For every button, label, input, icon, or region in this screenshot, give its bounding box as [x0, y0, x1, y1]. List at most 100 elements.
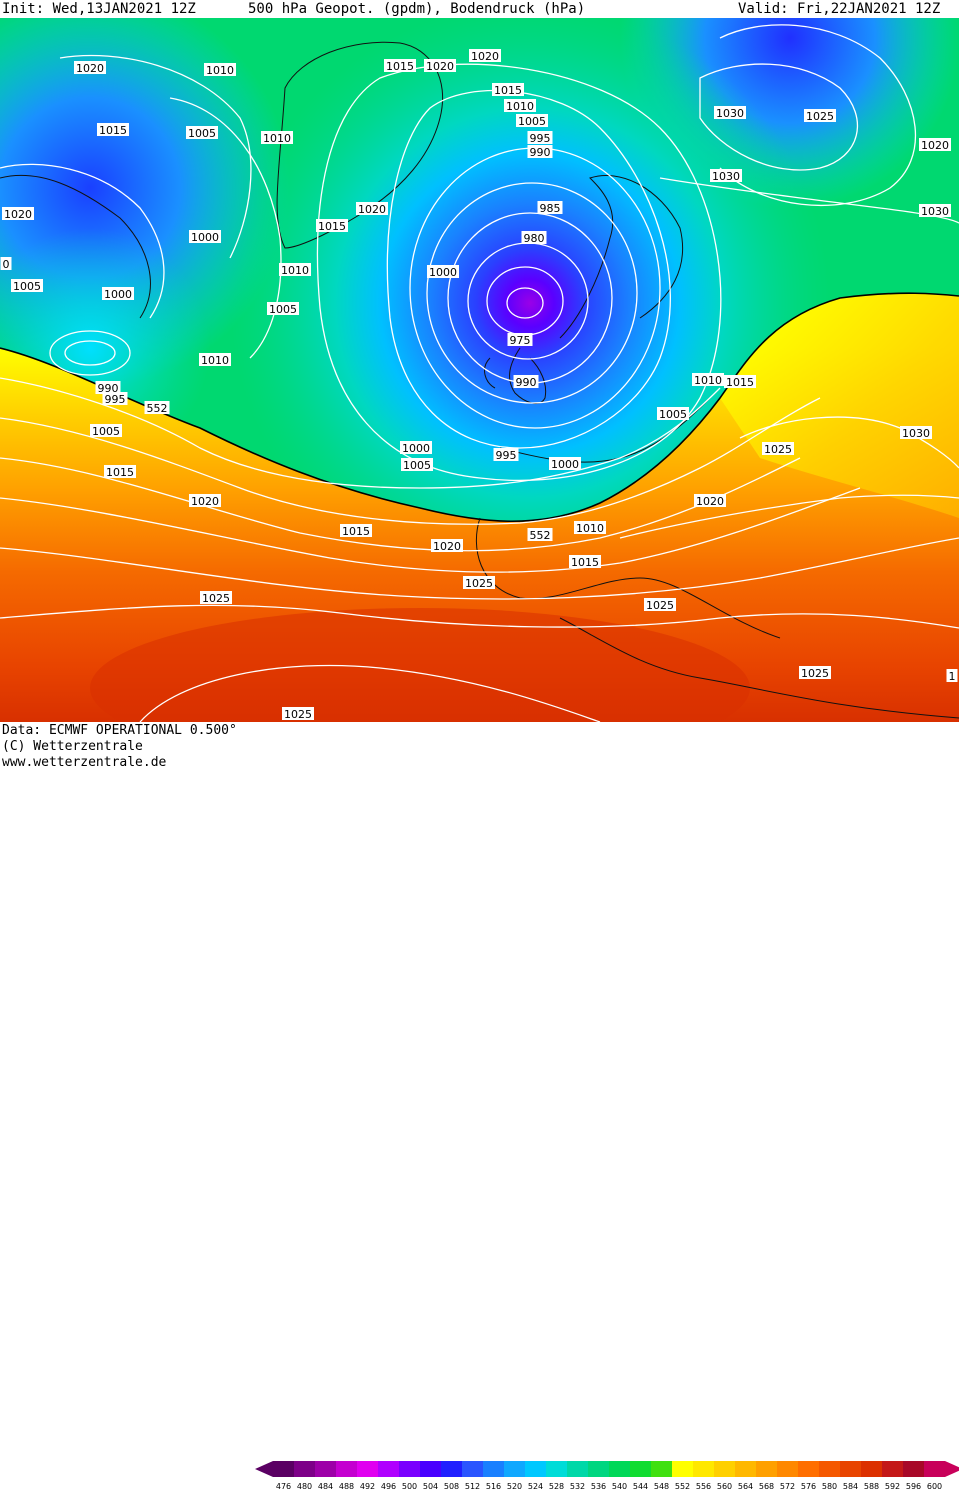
- legend-swatch: [819, 1461, 840, 1477]
- isobar-label: 995: [527, 131, 553, 145]
- legend-value: 528: [549, 1482, 564, 1491]
- isobar-label-text: 1010: [263, 132, 291, 145]
- isobar-label-text: 1020: [358, 203, 386, 216]
- legend-value: 584: [843, 1482, 858, 1491]
- isobar-label: 995: [493, 448, 519, 462]
- isobar-label-text: 1005: [188, 127, 216, 140]
- legend-value: 480: [297, 1482, 312, 1491]
- legend-value: 524: [528, 1482, 543, 1491]
- isobar-label: 1015: [97, 123, 129, 137]
- website: www.wetterzentrale.de: [2, 755, 167, 770]
- isobar-label: 1005: [267, 302, 299, 316]
- isobar-label-text: 1010: [206, 64, 234, 77]
- legend-swatch: [525, 1461, 546, 1477]
- legend-swatch: [462, 1461, 483, 1477]
- legend-swatch: [588, 1461, 609, 1477]
- isobar-label-text: 1015: [571, 556, 599, 569]
- legend-value: 564: [738, 1482, 753, 1491]
- isobar-label-text: 1025: [806, 110, 834, 123]
- isobar-label: 552: [527, 528, 553, 542]
- legend-swatch: [630, 1461, 651, 1477]
- isobar-label: 1020: [919, 138, 951, 152]
- isobar-label-text: 990: [530, 146, 551, 159]
- legend-swatch: [273, 1461, 294, 1477]
- isobar-label-text: 1005: [269, 303, 297, 316]
- legend-swatch: [336, 1461, 357, 1477]
- isobar-label: 1: [946, 669, 958, 683]
- legend-swatch: [441, 1461, 462, 1477]
- subtropical-ridge-shading: [0, 293, 959, 722]
- isobar-label-text: 1010: [576, 522, 604, 535]
- isobar-label-text: 1005: [403, 459, 431, 472]
- isobar-label: 552: [144, 401, 170, 415]
- isobar-label: 1030: [714, 106, 746, 120]
- legend-swatch: [609, 1461, 630, 1477]
- isobar-label-text: 1010: [281, 264, 309, 277]
- isobar-label: 1020: [189, 494, 221, 508]
- isobar-label-text: 1025: [284, 708, 312, 721]
- isobar-label: 995: [102, 392, 128, 406]
- isobar-label: 1005: [516, 114, 548, 128]
- isobar-label-text: 1005: [659, 408, 687, 421]
- isobar-label-text: 1: [949, 670, 956, 683]
- isobar-label-text: 1025: [764, 443, 792, 456]
- legend-swatch: [714, 1461, 735, 1477]
- chart-title: 500 hPa Geopot. (gpdm), Bodendruck (hPa): [248, 1, 586, 17]
- isobar-label-text: 1020: [471, 50, 499, 63]
- isobar-label: 1015: [569, 555, 601, 569]
- isobar-label: 1020: [2, 207, 34, 221]
- isobar-label-text: 990: [98, 382, 119, 395]
- legend-value: 516: [486, 1482, 501, 1491]
- isobar-label: 1005: [401, 458, 433, 472]
- isobar-label: 1015: [384, 59, 416, 73]
- legend-swatch: [483, 1461, 504, 1477]
- valid-time: Valid: Fri,22JAN2021 12Z: [738, 1, 941, 17]
- isobar-label: 1020: [424, 59, 456, 73]
- isobar-label: 1030: [900, 426, 932, 440]
- isobar-label-text: 995: [496, 449, 517, 462]
- isobar-label-text: 1000: [551, 458, 579, 471]
- isobar-label-text: 1015: [726, 376, 754, 389]
- isobar-label-text: 1000: [104, 288, 132, 301]
- isobar-label-text: 1000: [191, 231, 219, 244]
- legend-swatch: [924, 1461, 945, 1477]
- isobar-label: 985: [537, 201, 563, 215]
- isobar-label: 1020: [431, 539, 463, 553]
- legend-value: 560: [717, 1482, 732, 1491]
- copyright: (C) Wetterzentrale: [2, 739, 143, 754]
- isobar-label-text: 1020: [76, 62, 104, 75]
- isobar-label-text: 975: [510, 334, 531, 347]
- isobar-label: 0: [0, 257, 12, 271]
- isobar-label-text: 1020: [191, 495, 219, 508]
- isobar-label: 1020: [356, 202, 388, 216]
- isobar-label-text: 1020: [4, 208, 32, 221]
- legend-swatch: [567, 1461, 588, 1477]
- legend-value: 508: [444, 1482, 459, 1491]
- isobar-label: 990: [527, 145, 553, 159]
- legend-swatch: [357, 1461, 378, 1477]
- isobar-label: 1025: [200, 591, 232, 605]
- isobar-label-text: 1010: [506, 100, 534, 113]
- isobar-label: 1015: [104, 465, 136, 479]
- legend-swatch: [672, 1461, 693, 1477]
- legend-swatch: [882, 1461, 903, 1477]
- isobar-label-text: 995: [530, 132, 551, 145]
- legend-swatch: [399, 1461, 420, 1477]
- isobar-label: 1000: [189, 230, 221, 244]
- legend-value: 592: [885, 1482, 900, 1491]
- legend-value: 492: [360, 1482, 375, 1491]
- deep-warm-core: [90, 608, 750, 722]
- legend-arrow-right: [945, 1461, 959, 1477]
- legend-value: 548: [654, 1482, 669, 1491]
- isobar-label-text: 1025: [465, 577, 493, 590]
- legend-value: 588: [864, 1482, 879, 1491]
- isobar-label: 1005: [657, 407, 689, 421]
- isobar-label-text: 1005: [92, 425, 120, 438]
- legend-value: 572: [780, 1482, 795, 1491]
- isobar-label-text: 1015: [342, 525, 370, 538]
- isobar-label-text: 1020: [426, 60, 454, 73]
- legend-swatch: [651, 1461, 672, 1477]
- isobar-label-text: 1010: [694, 374, 722, 387]
- chart-header: Init: Wed,13JAN2021 12Z 500 hPa Geopot. …: [0, 0, 959, 18]
- isobar-label: 1025: [799, 666, 831, 680]
